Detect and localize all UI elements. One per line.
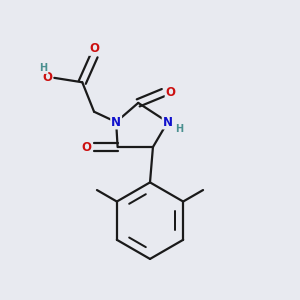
- Text: O: O: [166, 86, 176, 99]
- Text: N: N: [163, 116, 173, 128]
- Text: O: O: [89, 42, 99, 55]
- Text: H: H: [39, 63, 47, 73]
- Text: N: N: [111, 116, 121, 128]
- Text: O: O: [42, 71, 52, 84]
- Text: H: H: [176, 124, 184, 134]
- Text: O: O: [82, 141, 92, 154]
